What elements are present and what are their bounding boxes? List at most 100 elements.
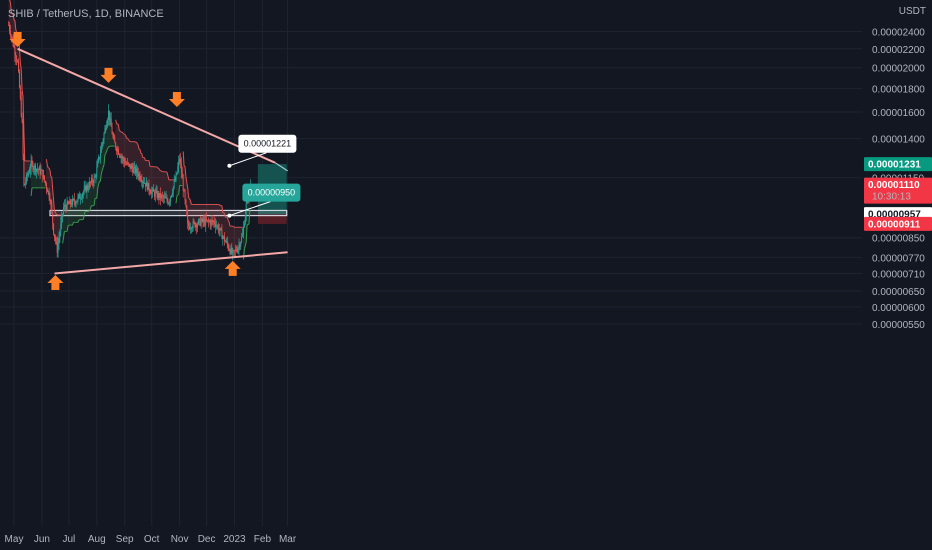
candle-body xyxy=(154,191,156,197)
candle-body xyxy=(194,222,196,228)
candle-body xyxy=(119,155,121,158)
support-band-rect[interactable] xyxy=(49,209,288,217)
trendline-extension[interactable] xyxy=(274,162,288,172)
supertrend-line xyxy=(247,223,250,226)
candle-body xyxy=(168,203,170,205)
supertrend-line xyxy=(176,194,179,197)
candle-body xyxy=(112,134,114,137)
candle-body xyxy=(229,250,231,254)
supertrend-line xyxy=(19,62,22,70)
candle-body xyxy=(155,190,157,192)
candle-body xyxy=(11,37,13,39)
candle-body xyxy=(166,197,168,201)
candle-body xyxy=(55,240,57,242)
supertrend-line xyxy=(9,0,11,3)
candle-body xyxy=(17,61,19,63)
candle-body xyxy=(77,196,79,201)
time-tick-label: Feb xyxy=(254,534,272,545)
candle-body xyxy=(29,168,31,172)
supertrend-line xyxy=(106,148,109,151)
supertrend-line xyxy=(98,181,100,185)
candle-body xyxy=(83,187,85,192)
trendline[interactable] xyxy=(54,251,288,275)
supertrend-line xyxy=(99,173,102,182)
supertrend-line xyxy=(244,242,247,246)
supertrend-fill xyxy=(151,166,153,192)
candle-body xyxy=(211,220,213,222)
candle-body xyxy=(93,176,95,183)
supertrend-line xyxy=(109,145,111,148)
candle-body xyxy=(132,168,134,173)
candle-body xyxy=(50,201,52,205)
supertrend-fill xyxy=(208,204,210,222)
supertrend-line xyxy=(122,132,125,135)
candle-body xyxy=(16,58,18,62)
candle-body xyxy=(96,166,98,177)
candle-body xyxy=(171,195,172,197)
candle-body xyxy=(21,115,23,122)
support-band[interactable] xyxy=(49,209,288,217)
candle-body xyxy=(138,174,140,177)
price-axis[interactable] xyxy=(862,0,932,550)
candle-body xyxy=(186,206,188,216)
candle-body xyxy=(207,219,208,221)
time-axis[interactable] xyxy=(0,526,932,550)
supertrend-line xyxy=(104,153,107,156)
candles xyxy=(8,21,252,261)
candle-body xyxy=(162,195,163,197)
price-tick-label: 0.00002000 xyxy=(872,64,925,75)
supertrend-line xyxy=(224,213,226,218)
candle-body xyxy=(131,165,133,169)
annotations[interactable]: 0.00001221 0.00000950 xyxy=(227,134,301,218)
price-tick-label: 0.00002200 xyxy=(872,45,925,56)
candle-body xyxy=(221,229,223,239)
candle-body xyxy=(61,215,63,224)
candle-body xyxy=(66,201,68,210)
candle-body xyxy=(233,250,235,252)
supertrend-fill xyxy=(219,204,221,231)
candle-body xyxy=(81,194,83,198)
candle-body xyxy=(153,188,154,192)
candle-body xyxy=(102,139,104,143)
candle-body xyxy=(38,167,40,171)
candle-body xyxy=(174,180,176,182)
supertrend-fill xyxy=(127,138,129,164)
candle-body xyxy=(90,178,92,183)
price-tick-label: 0.00000600 xyxy=(872,303,925,314)
supertrend-fill xyxy=(78,194,80,221)
trendlines[interactable] xyxy=(17,47,288,275)
candle-body xyxy=(144,183,145,184)
candle-body xyxy=(135,168,137,174)
supertrend-line xyxy=(243,245,246,249)
candle-body xyxy=(52,212,54,224)
candle-body xyxy=(213,221,215,223)
position-stop-zone[interactable] xyxy=(257,214,287,224)
candle-body xyxy=(121,156,123,159)
candle-body xyxy=(13,46,15,48)
supertrend-line xyxy=(227,220,230,223)
candle-body xyxy=(242,234,244,237)
annotation-bubble[interactable] xyxy=(242,183,301,202)
candle-body xyxy=(62,213,64,216)
supertrend-line xyxy=(243,248,245,260)
candle-body xyxy=(48,191,50,198)
candle-body xyxy=(64,204,66,207)
candle-body xyxy=(184,190,186,200)
annotation-text: 0.00000950 xyxy=(248,188,296,198)
candle-body xyxy=(148,183,150,191)
trendline[interactable] xyxy=(17,47,276,164)
candle-body xyxy=(237,248,239,252)
supertrend-fill xyxy=(195,204,197,228)
supertrend-line xyxy=(134,141,136,143)
supertrend-fill xyxy=(55,211,57,242)
annotation-bubble[interactable] xyxy=(238,134,297,153)
candle-body xyxy=(172,186,174,193)
supertrend-line xyxy=(20,69,23,91)
candle-body xyxy=(188,223,190,227)
candle-body xyxy=(49,197,51,202)
time-axis-ticks: May Jun Jul Aug Sep Oct Nov Dec 2023 Feb Mar xyxy=(5,534,297,545)
candle-body xyxy=(135,166,136,174)
supertrend-fill xyxy=(233,226,235,251)
candle-body xyxy=(41,169,43,171)
